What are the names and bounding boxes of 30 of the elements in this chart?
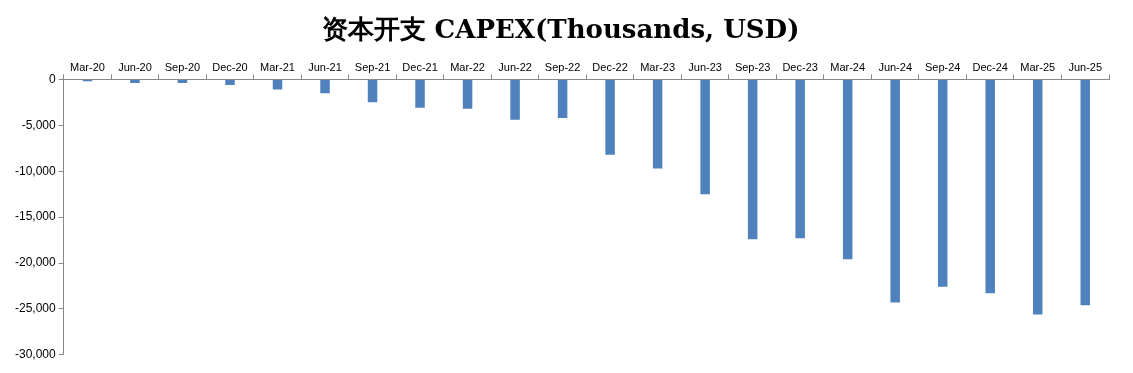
x-tick-label: Jun-24 — [878, 60, 913, 73]
chart-title: 资本开支 CAPEX(Thousands, USD) — [321, 14, 800, 45]
y-tick-label: -20,000 — [15, 255, 57, 270]
y-tick-label: -25,000 — [15, 301, 57, 316]
y-tick-label: -15,000 — [15, 209, 57, 224]
x-tick-label: Jun-22 — [498, 60, 532, 73]
x-tick-label: Mar-23 — [640, 60, 676, 73]
x-tick-label: Mar-20 — [70, 60, 105, 73]
x-tick-label: Sep-21 — [354, 60, 391, 73]
y-tick-label: 0 — [49, 71, 57, 86]
x-tick-label: Sep-22 — [544, 60, 581, 73]
x-tick-label: Sep-24 — [924, 60, 961, 73]
y-tick-label: -10,000 — [15, 163, 57, 178]
x-tick-label: Sep-20 — [164, 60, 201, 73]
x-tick-label: Dec-21 — [402, 60, 438, 73]
x-tick-label: Jun-25 — [1068, 60, 1103, 73]
x-tick-label: Mar-21 — [260, 60, 295, 73]
x-tick-label: Jun-20 — [118, 60, 152, 73]
x-tick-label: Dec-24 — [972, 60, 1008, 73]
x-tick-label: Dec-22 — [592, 60, 628, 73]
x-tick-label: Jun-23 — [688, 60, 722, 73]
y-tick-label: -30,000 — [15, 347, 57, 362]
x-tick-label: Dec-20 — [212, 60, 248, 73]
x-tick-label: Mar-24 — [830, 60, 866, 73]
x-tick-label: Mar-25 — [1020, 60, 1056, 73]
x-tick-label: Dec-23 — [782, 60, 818, 73]
x-tick-label: Sep-23 — [734, 60, 771, 73]
x-tick-label: Jun-21 — [308, 60, 342, 73]
x-tick-label: Mar-22 — [450, 60, 485, 73]
y-tick-label: -5,000 — [21, 117, 57, 132]
